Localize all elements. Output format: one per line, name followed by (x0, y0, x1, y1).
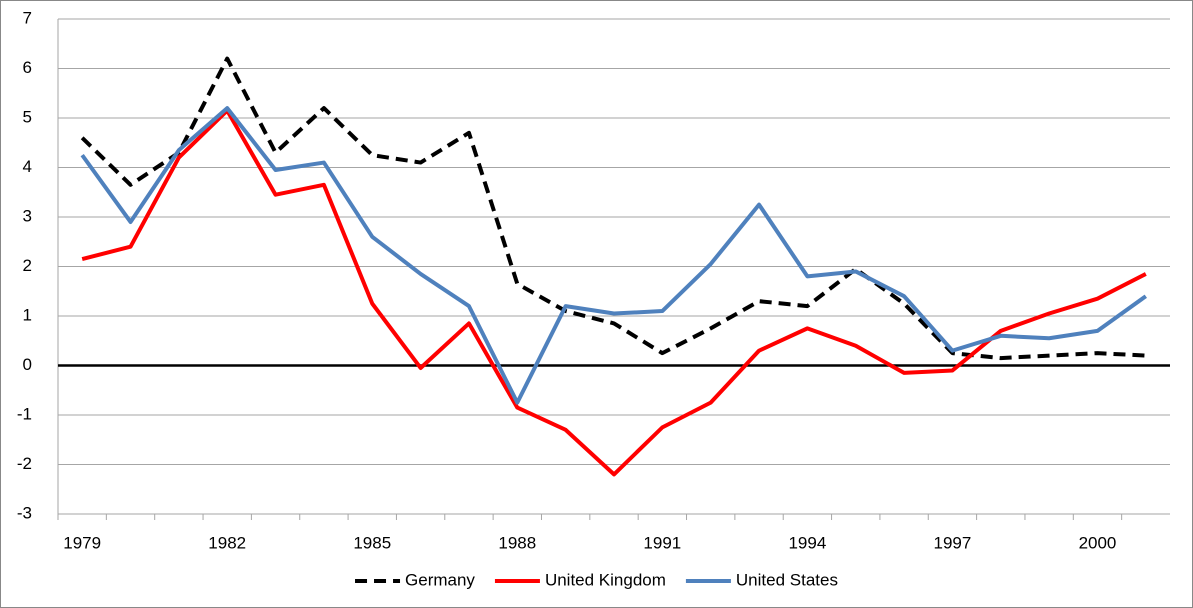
y-tick-label: -3 (17, 503, 32, 522)
legend-label: United States (736, 570, 838, 589)
series-line (80, 106, 1147, 405)
x-tick-label: 1985 (353, 533, 391, 552)
x-tick-label: 1988 (498, 533, 536, 552)
x-tick-label: 2000 (1079, 533, 1117, 552)
legend-label: United Kingdom (545, 570, 666, 589)
y-tick-label: 3 (23, 206, 32, 225)
series-line (81, 108, 1147, 477)
y-tick-label: 4 (23, 157, 32, 176)
y-tick-label: 1 (23, 305, 32, 324)
x-tick-label: 1979 (63, 533, 101, 552)
y-tick-label: -2 (17, 454, 32, 473)
y-tick-label: -1 (17, 404, 32, 423)
y-tick-label: 2 (23, 256, 32, 275)
x-tick-label: 1994 (788, 533, 826, 552)
x-tick-label: 1991 (643, 533, 681, 552)
y-tick-label: 5 (23, 107, 32, 126)
y-tick-label: 6 (23, 58, 32, 77)
x-tick-label: 1997 (934, 533, 972, 552)
y-tick-label: 7 (23, 8, 32, 27)
y-tick-label: 0 (23, 355, 32, 374)
x-tick-label: 1982 (208, 533, 246, 552)
legend-label: Germany (405, 570, 475, 589)
